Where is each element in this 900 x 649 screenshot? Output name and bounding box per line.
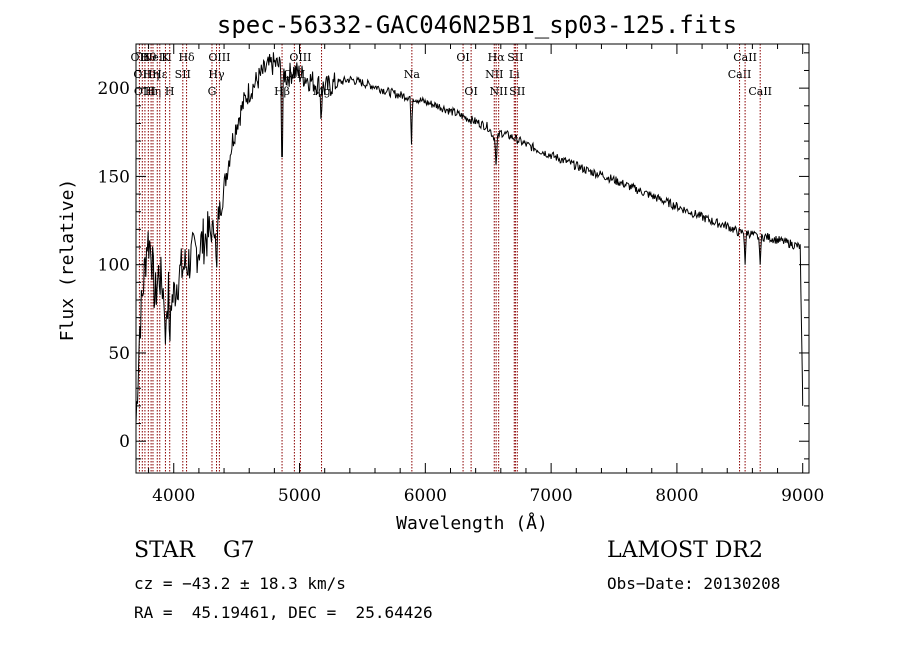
line-marker-label: CaII [748,85,772,98]
y-tick-label: 50 [108,344,130,364]
y-tick-label: 100 [98,256,130,276]
spectrum-line [135,52,804,425]
line-markers: OIIOIIOIIIHθHηHηNeIIIHεKHSIIHδGHγOIIIHβO… [131,44,772,473]
observation-date: Obs−Date: 20130208 [607,574,781,593]
y-tick-label: 0 [119,432,130,452]
line-marker-label: OI [456,51,469,64]
spectrum-series [135,52,804,425]
line-marker-label: Hη [143,68,159,81]
line-marker-label: OIII [208,51,230,64]
line-marker-label: NeIII [143,51,172,64]
line-marker-label: Li [509,68,520,81]
line-marker-label: CaII [728,68,752,81]
line-marker-label: OII [131,51,149,64]
line-marker-label: NII [485,68,503,81]
line-marker-label: Hα [488,51,506,64]
y-axis: 0 50 100 150 200 [98,52,809,460]
object-classification: STAR G7 [134,538,255,563]
line-marker-label: SII [507,51,523,64]
redshift-velocity: cz = −43.2 ± 18.3 km/s [134,574,346,593]
x-tick-label: 4000 [152,486,195,506]
y-axis-label: Flux (relative) [57,179,78,342]
x-tick-label: 8000 [655,486,698,506]
line-marker-label: Na [404,68,421,81]
sky-coordinates: RA = 45.19461, DEC = 25.64426 [134,603,433,622]
line-marker-label: Hη [145,85,161,98]
line-marker-label: Hβ [274,85,290,98]
line-marker-label: OIII [289,51,311,64]
line-marker-label: Hγ [208,68,225,81]
line-marker-label: SII [509,85,525,98]
line-marker-label: SII [175,68,191,81]
line-marker-label: K [161,51,170,64]
y-tick-label: 200 [98,79,130,99]
line-marker-label: H [165,85,175,98]
plot-frame [135,43,810,474]
x-tick-label: 6000 [404,486,447,506]
line-marker-label: G [208,85,217,98]
line-marker-label: CaII [733,51,757,64]
x-tick-label: 7000 [529,486,572,506]
x-axis: 4000 5000 6000 7000 8000 9000 [148,44,824,506]
line-marker-label: Hε [152,68,168,81]
line-marker-label: NII [490,85,508,98]
line-marker-label: Hδ [178,51,195,64]
survey-name: LAMOST DR2 [607,538,763,563]
x-tick-label: 9000 [781,486,824,506]
line-marker-label: OII [133,68,151,81]
y-tick-label: 150 [98,167,130,187]
x-axis-label: Wavelength (Å) [396,512,548,534]
x-tick-label: 5000 [278,486,321,506]
chart-title: spec-56332-GAC046N25B1_sp03-125.fits [217,11,737,39]
line-marker-label: OI [464,85,477,98]
